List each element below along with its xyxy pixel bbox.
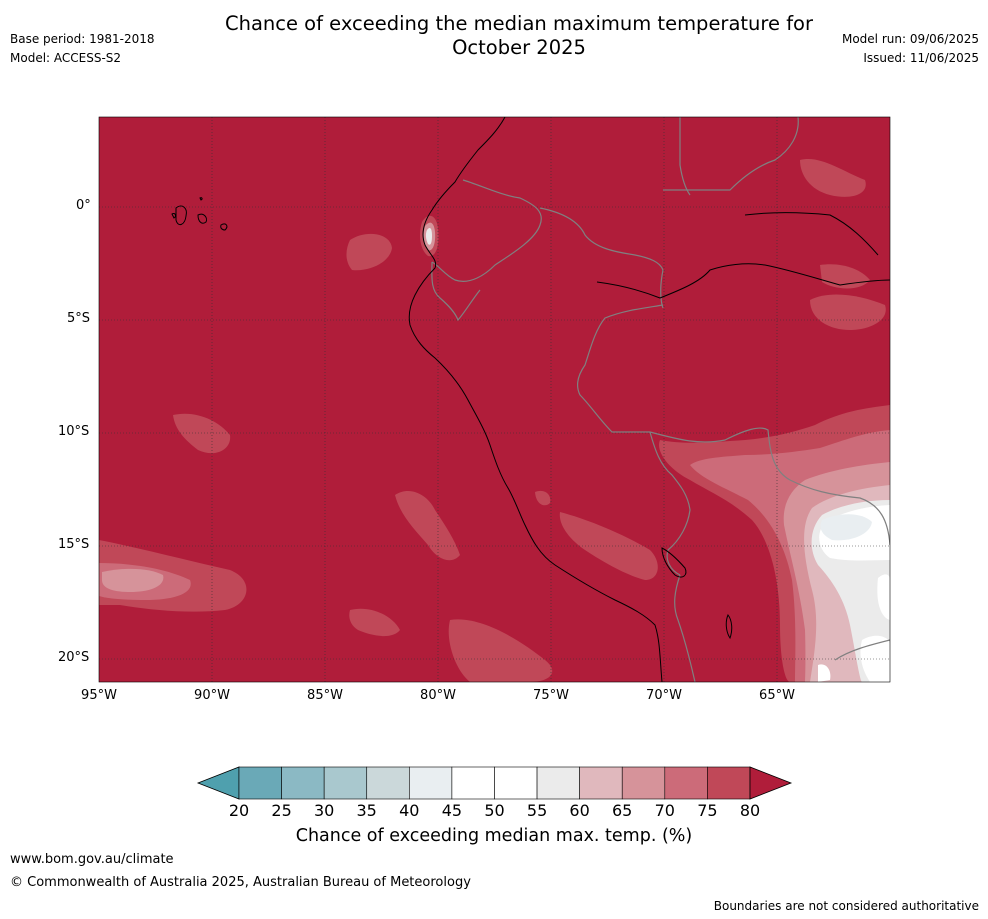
- colorbar-tick-label: 25: [271, 801, 292, 820]
- colorbar-tick-label: 45: [441, 801, 463, 820]
- border-peru-brazil: [576, 304, 664, 433]
- border-bolivia-brazil: [649, 427, 890, 546]
- colorbar-cell: [664, 766, 708, 800]
- base-period-label: Base period: 1981-2018: [10, 32, 155, 46]
- colorbar-tick-label: 65: [612, 801, 633, 820]
- galapagos-isabela: [175, 205, 187, 226]
- colorbar-tick-label: 60: [569, 801, 590, 820]
- galapagos-fernandina: [171, 213, 176, 219]
- coastlines: [171, 117, 890, 682]
- contour-blob-c: [395, 490, 460, 561]
- contour-blob-e: [448, 619, 553, 682]
- country-borders: [431, 117, 890, 682]
- issued-label: Issued: 11/06/2025: [863, 51, 979, 65]
- border-bolivia-chile: [674, 574, 696, 682]
- lat-label-20s: 20°S: [58, 650, 90, 665]
- lon-label-75w: 75°W: [533, 688, 569, 703]
- colorbar-title: Chance of exceeding median max. temp. (%…: [295, 826, 693, 846]
- colorbar-tick-label: 50: [484, 801, 505, 820]
- contour-east-50b: [877, 574, 890, 620]
- colorbar-tick-label: 80: [739, 801, 761, 820]
- galapagos-islet: [199, 197, 203, 201]
- colorbar-tick-label: 40: [399, 801, 420, 820]
- colorbar-tick-label: 30: [314, 801, 335, 820]
- colorbar-cell: [281, 766, 325, 800]
- border-ecuador-peru: [431, 261, 481, 322]
- colorbar-cells: [238, 766, 751, 800]
- colorbar-tick-label: 75: [697, 801, 718, 820]
- border-bolivia-argentina: [834, 639, 890, 661]
- colorbar-cell: [707, 766, 751, 800]
- lon-label-70w: 70°W: [646, 688, 682, 703]
- lat-label-5s: 5°S: [67, 311, 91, 326]
- border-colombia-ecuador: [431, 179, 542, 282]
- lake-poopo: [725, 614, 733, 640]
- galapagos-santa-cruz: [197, 213, 207, 224]
- contour-blob-d: [349, 608, 400, 637]
- lon-label-85w: 85°W: [307, 688, 343, 703]
- contour-blob-a: [346, 233, 392, 271]
- border-brazil-venezuela: [663, 117, 799, 191]
- contour-blob-f: [559, 512, 658, 580]
- colorbar-cell: [579, 766, 623, 800]
- colorbar-tick-label: 20: [228, 801, 250, 820]
- colorbar-cell: [366, 766, 410, 800]
- contour-blob-g: [535, 490, 551, 506]
- colorbar-tick-label: 35: [356, 801, 377, 820]
- lake-titicaca: [661, 547, 687, 578]
- lat-label-10s: 10°S: [58, 424, 90, 439]
- colorbar-cell: [323, 766, 368, 800]
- colorbar-cell: [536, 766, 580, 800]
- border-venezuela-guyana: [679, 117, 691, 196]
- map-frame: [98, 116, 891, 683]
- model-label: Model: ACCESS-S2: [10, 51, 122, 65]
- contour-west-65: [102, 568, 164, 592]
- copyright-notice: © Commonwealth of Australia 2025, Austra…: [10, 875, 471, 890]
- contour-east-50d: [818, 664, 831, 682]
- colorbar-cell: [451, 766, 495, 800]
- lon-label-90w: 90°W: [194, 688, 230, 703]
- pacific-coastline: [408, 117, 663, 682]
- chart-title: Chance of exceeding the median maximum t…: [224, 12, 814, 59]
- colorbar-high-extend: [749, 766, 793, 800]
- colorbar-tick-label: 70: [654, 801, 675, 820]
- lat-label-0: 0°: [76, 198, 91, 213]
- contour-ecuador-55: [425, 228, 432, 245]
- model-run-label: Model run: 09/06/2025: [841, 32, 979, 46]
- graticule: [99, 117, 890, 682]
- lon-label-80w: 80°W: [420, 688, 456, 703]
- border-colombia-venezuela: [539, 207, 664, 271]
- amazon-river: [596, 263, 890, 299]
- boundaries-note: Boundaries are not considered authoritat…: [713, 899, 979, 913]
- lon-label-95w: 95°W: [81, 688, 117, 703]
- lon-label-65w: 65°W: [759, 688, 795, 703]
- contour-blob-h: [800, 159, 866, 197]
- rio-negro: [744, 212, 879, 256]
- galapagos-san-cristobal: [220, 223, 228, 231]
- map-plot-area: [99, 117, 890, 682]
- colorbar-low-extend: [196, 766, 240, 800]
- contour-blob-i: [810, 294, 886, 330]
- contour-blob-b: [173, 413, 231, 454]
- colorbar-cell: [621, 766, 666, 800]
- border-peru-bolivia: [649, 431, 691, 576]
- colorbar-tick-label: 55: [526, 801, 548, 820]
- contour-east-50c: [860, 635, 890, 682]
- bom-url: www.bom.gov.au/climate: [10, 852, 174, 867]
- lat-label-15s: 15°S: [58, 537, 90, 552]
- colorbar-cell: [409, 766, 453, 800]
- colorbar-cell: [238, 766, 282, 800]
- probability-contours: [99, 159, 890, 682]
- contour-east-45: [820, 514, 872, 541]
- colorbar-cell: [494, 766, 538, 800]
